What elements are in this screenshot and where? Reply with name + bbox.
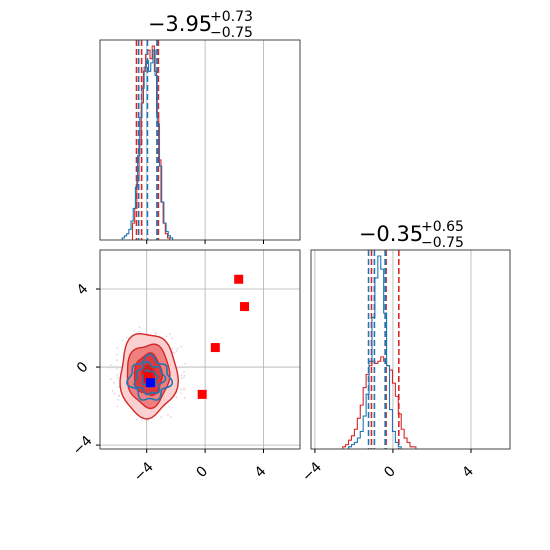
- panel-frame-joint: [99, 249, 301, 450]
- sample-point: [167, 414, 169, 416]
- sample-point: [116, 367, 118, 370]
- sample-point: [160, 416, 163, 418]
- sample-point: [116, 354, 118, 356]
- blue-contour-level: [133, 360, 167, 396]
- sample-point: [116, 405, 119, 408]
- sample-point: [140, 419, 143, 421]
- sample-point: [117, 377, 119, 379]
- sample-point: [118, 386, 120, 388]
- sample-point: [172, 351, 174, 353]
- sample-point: [113, 392, 116, 395]
- sample-point: [110, 378, 112, 380]
- sample-point: [116, 359, 118, 361]
- sample-point: [176, 348, 179, 350]
- sample-point: [175, 396, 178, 398]
- sample-point: [116, 374, 119, 376]
- panel-frame-top: [99, 39, 301, 241]
- sample-point: [184, 362, 187, 365]
- sample-point: [175, 350, 178, 352]
- sample-point: [171, 337, 173, 340]
- sample-point: [165, 335, 168, 337]
- x-tick-label: 0: [381, 463, 399, 481]
- blue-contour-level: [126, 353, 173, 401]
- title-param-2-sup: +0.65: [421, 219, 464, 235]
- panel-frame-right: [310, 249, 511, 450]
- sample-point: [113, 381, 115, 384]
- blue-marker: [145, 378, 155, 388]
- sample-point: [116, 347, 118, 349]
- sample-point: [136, 418, 138, 421]
- sample-point: [125, 336, 128, 339]
- sample-point: [171, 347, 173, 350]
- sample-point: [111, 390, 114, 392]
- y-tick-label: 4: [74, 281, 92, 299]
- red-marker: [240, 302, 250, 312]
- title-param-1-sub: −0.75: [210, 25, 253, 41]
- sample-point: [180, 392, 182, 394]
- sample-point: [133, 329, 136, 332]
- y-tick-label: 0: [74, 359, 92, 377]
- sample-point: [177, 367, 179, 369]
- red-marker: [143, 372, 153, 382]
- x-tick-label: 4: [252, 463, 270, 481]
- sample-point: [155, 332, 157, 334]
- sample-point: [110, 364, 112, 366]
- sample-point: [182, 388, 185, 391]
- sample-point: [168, 406, 171, 408]
- hist-series: [342, 356, 417, 449]
- sample-point: [122, 339, 124, 342]
- title-param-1: −3.95: [148, 12, 212, 36]
- sample-point: [138, 326, 141, 328]
- sample-point: [183, 376, 185, 378]
- sample-point: [173, 352, 176, 354]
- sample-point: [170, 416, 172, 418]
- sample-point: [180, 345, 182, 348]
- title-param-2: −0.35: [359, 222, 423, 246]
- sample-point: [180, 374, 183, 376]
- sample-point: [147, 419, 149, 421]
- sample-point: [138, 331, 140, 333]
- sample-point: [135, 332, 137, 334]
- sample-point: [183, 397, 186, 399]
- x-tick-label: −4: [131, 459, 157, 485]
- x-tick-label: 4: [459, 463, 477, 481]
- sample-point: [183, 374, 186, 377]
- red-marker: [234, 274, 244, 284]
- sample-point: [169, 332, 171, 335]
- sample-point: [181, 377, 183, 379]
- title-param-1-sup: +0.73: [210, 9, 253, 25]
- red-marker: [210, 343, 220, 353]
- sample-point: [180, 388, 182, 391]
- sample-point: [183, 370, 185, 373]
- sample-point: [117, 399, 119, 401]
- x-tick-label: 0: [193, 463, 211, 481]
- red-marker: [197, 389, 207, 399]
- title-param-2-sub: −0.75: [421, 235, 464, 251]
- x-tick-label: −4: [299, 459, 325, 485]
- y-tick-label: −4: [70, 433, 96, 459]
- sample-point: [118, 395, 120, 397]
- sample-point: [118, 394, 120, 396]
- sample-point: [108, 367, 111, 369]
- sample-point: [184, 388, 186, 390]
